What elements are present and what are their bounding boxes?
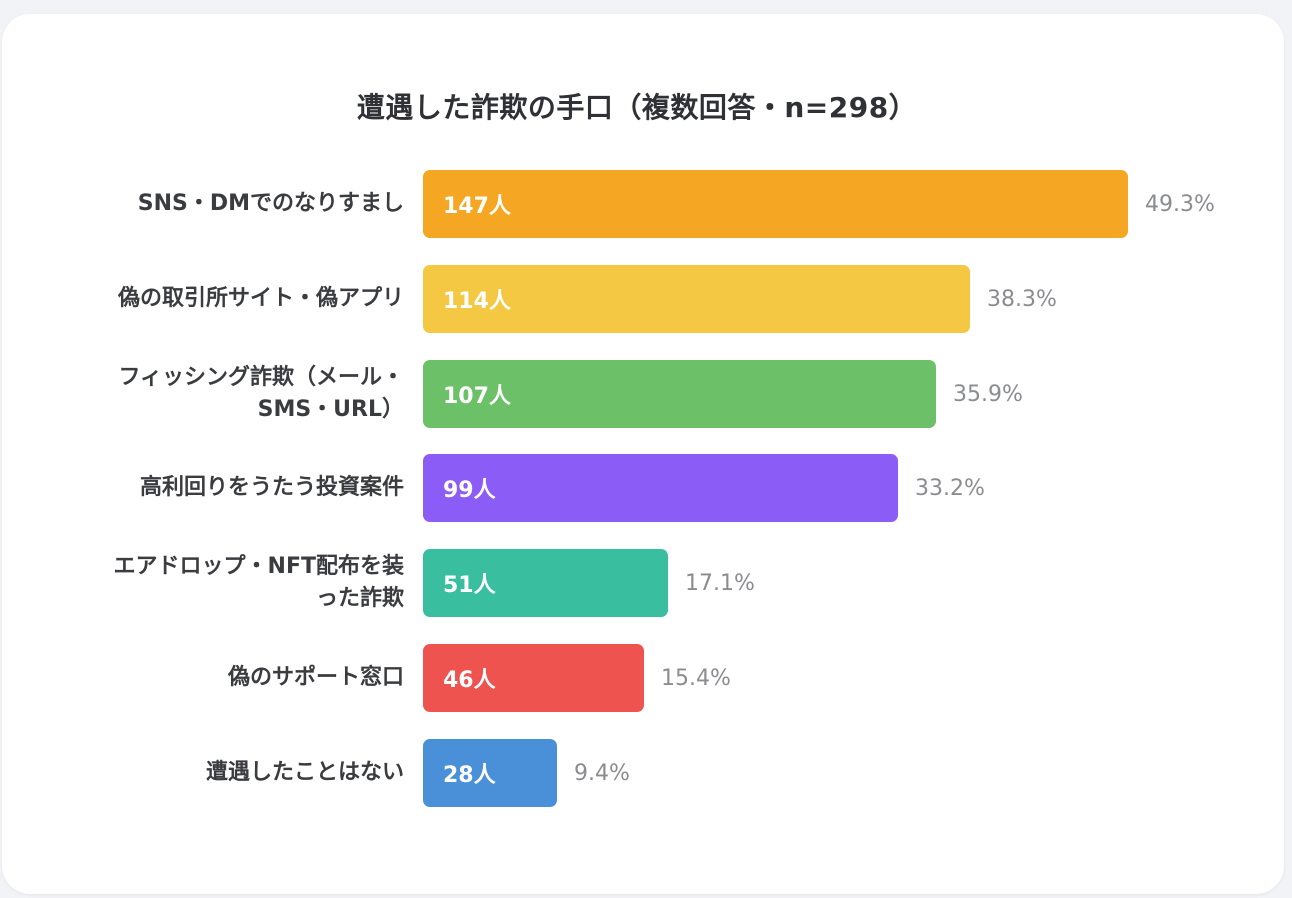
bar: 46人 (423, 644, 644, 712)
bar-value-label: 99人 (443, 478, 496, 503)
category-label: SNS・DMでのなりすまし (64, 170, 404, 238)
bar: 99人 (423, 454, 898, 522)
bar-percent-label: 49.3% (1145, 191, 1215, 217)
bar-row: 遭遇したことはない 28人 9.4% (0, 739, 1292, 807)
bar-value-label: 46人 (443, 668, 496, 693)
category-label-line: 遭遇したことはない (205, 760, 404, 786)
bar: 28人 (423, 739, 557, 807)
category-label-line: エアドロップ・NFT配布を装 (113, 554, 404, 580)
category-label-line: 高利回りをうたう投資案件 (139, 475, 404, 501)
category-label-line: フィッシング詐欺（メール・ (118, 365, 404, 391)
bar-row: エアドロップ・NFT配布を装った詐欺 51人 17.1% (0, 549, 1292, 617)
category-label: 偽の取引所サイト・偽アプリ (64, 265, 404, 333)
bar-row: 偽の取引所サイト・偽アプリ 114人 38.3% (0, 265, 1292, 333)
bar-row: 高利回りをうたう投資案件 99人 33.2% (0, 454, 1292, 522)
category-label-line: SNS・DMでのなりすまし (137, 191, 404, 217)
bar: 114人 (423, 265, 970, 333)
bar: 51人 (423, 549, 668, 617)
bar-value-label: 107人 (443, 384, 511, 409)
bar-value-label: 51人 (443, 573, 496, 598)
bar-percent-label: 17.1% (685, 570, 755, 596)
bar-percent-label: 38.3% (987, 286, 1057, 312)
category-label-line: SMS・URL） (257, 397, 404, 422)
bar-percent-label: 15.4% (661, 665, 731, 691)
bar-value-label: 114人 (443, 289, 511, 314)
bar-value-label: 28人 (443, 763, 496, 788)
bar: 147人 (423, 170, 1128, 238)
bar-row: 偽のサポート窓口 46人 15.4% (0, 644, 1292, 712)
category-label-line: 偽のサポート窓口 (227, 665, 404, 691)
category-label: 偽のサポート窓口 (64, 644, 404, 712)
category-label: エアドロップ・NFT配布を装った詐欺 (64, 549, 404, 617)
category-label-line: った詐欺 (315, 586, 404, 611)
bar-value-label: 147人 (443, 194, 511, 219)
bar-row: SNS・DMでのなりすまし 147人 49.3% (0, 170, 1292, 238)
chart-title: 遭遇した詐欺の手口（複数回答・n=298） (356, 91, 918, 124)
bar-percent-label: 9.4% (574, 760, 630, 786)
category-label: 高利回りをうたう投資案件 (64, 454, 404, 522)
bar: 107人 (423, 360, 936, 428)
bar-row: フィッシング詐欺（メール・ SMS・URL） 107人 35.9% (0, 360, 1292, 428)
bar-percent-label: 35.9% (953, 381, 1023, 407)
category-label-line: 偽の取引所サイト・偽アプリ (117, 286, 404, 312)
category-label: フィッシング詐欺（メール・ SMS・URL） (64, 360, 404, 428)
bar-percent-label: 33.2% (915, 475, 985, 501)
category-label: 遭遇したことはない (64, 739, 404, 807)
